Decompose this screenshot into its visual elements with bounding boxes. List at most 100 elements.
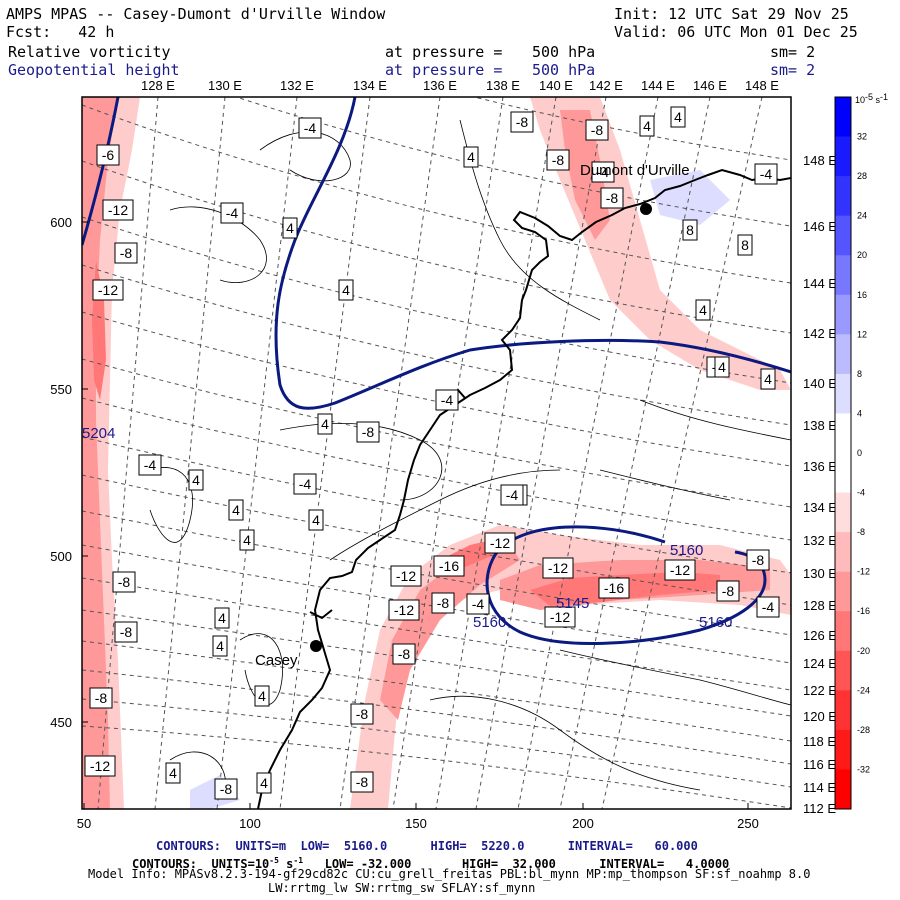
right-longitude-label: 138 E <box>803 418 837 433</box>
svg-text:-8: -8 <box>356 774 369 790</box>
vorticity-label: -4 <box>298 117 322 139</box>
vorticity-label: 4 <box>714 356 730 378</box>
top-longitude-label: 132 E <box>280 78 314 93</box>
right-longitude-label: 122 E <box>803 683 837 698</box>
right-longitude-label: 134 E <box>803 500 837 515</box>
x-axis: 50 100 150 200 250 <box>77 803 759 831</box>
vorticity-label: -12 <box>84 755 116 777</box>
vorticity-label: -8 <box>600 187 624 209</box>
colorbar-label: 4 <box>857 408 862 418</box>
height-label: 5160 <box>670 542 703 559</box>
field2-level-label: at pressure = <box>385 61 503 79</box>
colorbar-label: -16 <box>857 606 870 616</box>
height-label: 5160 <box>699 614 732 631</box>
colorbar-label: 12 <box>857 329 867 339</box>
svg-text:8: 8 <box>686 222 694 238</box>
right-longitude-label: 120 E <box>803 709 837 724</box>
y-tick-label: 550 <box>50 382 72 397</box>
svg-text:4: 4 <box>467 149 475 165</box>
casey-station-label: Casey <box>255 652 298 669</box>
svg-text:-12: -12 <box>90 758 110 774</box>
colorbar-segment <box>835 215 851 256</box>
vorticity-label: 4 <box>282 217 298 239</box>
svg-text:-4: -4 <box>760 166 773 182</box>
svg-text:-12: -12 <box>396 568 416 584</box>
height-contours <box>82 97 791 645</box>
vorticity-label: 4 <box>256 772 272 794</box>
svg-text:4: 4 <box>232 502 240 518</box>
svg-text:-4: -4 <box>441 392 454 408</box>
svg-text:4: 4 <box>312 512 320 528</box>
vorticity-label: -4 <box>756 596 780 618</box>
vorticity-label: -16 <box>598 577 630 599</box>
footer-height-contours: CONTOURS: UNITS=m LOW= 5160.0 HIGH= 5220… <box>156 839 698 853</box>
vorticity-labels: -4-6-12-8-12-4444-4-8-844-8-4884-44-8-4-… <box>84 106 780 800</box>
svg-text:8: 8 <box>741 237 749 253</box>
x-tick-label: 150 <box>405 816 427 831</box>
colorbar: 32 28 24 20 16 12 8 4 0 -4 -8 -12 -16 -20 -24 -28 -32 <box>834 96 870 810</box>
svg-text:4: 4 <box>260 775 268 791</box>
svg-text:4: 4 <box>169 765 177 781</box>
right-longitude-label: 146 E <box>803 219 837 234</box>
vorticity-label: -4 <box>754 163 778 185</box>
top-longitude-label: 134 E <box>353 78 387 93</box>
top-longitude-label: 146 E <box>693 78 727 93</box>
graticule <box>82 97 791 809</box>
top-longitude-label: 128 E <box>141 78 175 93</box>
colorbar-frame <box>834 96 852 810</box>
vorticity-label: -8 <box>89 687 113 709</box>
x-tick-label: 50 <box>77 816 91 831</box>
vorticity-label: -8 <box>431 592 455 614</box>
svg-text:-8: -8 <box>437 595 450 611</box>
colorbar-label: -4 <box>857 488 865 498</box>
svg-text:-4: -4 <box>472 596 485 612</box>
svg-text:-8: -8 <box>552 152 565 168</box>
vorticity-label: 4 <box>308 509 324 531</box>
svg-text:-4: -4 <box>304 120 317 136</box>
vorticity-label: -8 <box>114 242 138 264</box>
svg-text:-8: -8 <box>516 114 529 130</box>
svg-text:4: 4 <box>718 359 726 375</box>
top-longitude-label: 138 E <box>486 78 520 93</box>
svg-text:4: 4 <box>699 302 707 318</box>
svg-text:4: 4 <box>286 220 294 236</box>
colorbar-unit: 10-5 s-1 <box>855 92 888 105</box>
y-tick-label: 450 <box>50 715 72 730</box>
svg-text:-12: -12 <box>98 282 118 298</box>
svg-text:4: 4 <box>243 532 251 548</box>
vorticity-label: -8 <box>350 771 374 793</box>
meridian-line <box>475 97 607 809</box>
svg-text:4: 4 <box>643 118 651 134</box>
height-label: 5204 <box>82 425 115 442</box>
positive-vorticity-patch-ne <box>650 170 730 225</box>
parallel-line <box>82 311 791 467</box>
svg-text:-8: -8 <box>95 690 108 706</box>
meridian-line <box>392 97 504 809</box>
forecast-hour: Fcst: 42 h <box>6 23 115 41</box>
parallel-line <box>82 725 791 809</box>
svg-text:-8: -8 <box>606 190 619 206</box>
svg-text:-8: -8 <box>120 245 133 261</box>
vorticity-label: 8 <box>737 234 753 256</box>
vorticity-label: 4 <box>188 469 204 491</box>
vorticity-label: -4 <box>466 593 490 615</box>
parallel-line <box>82 160 791 334</box>
svg-text:4: 4 <box>321 416 329 432</box>
footer-model-info: Model Info: MPASv8.2.3-194-gf29cd82c CU:… <box>88 867 811 881</box>
svg-text:-12: -12 <box>548 560 568 576</box>
vorticity-label: -12 <box>542 557 574 579</box>
vorticity-label: -12 <box>390 565 422 587</box>
footer-physics-info: LW:rrtmg_lw SW:rrtmg_sw SFLAY:sf_mynn <box>268 881 536 895</box>
y-tick-label: 600 <box>50 215 72 230</box>
parallel-line <box>82 510 791 636</box>
svg-text:-8: -8 <box>591 122 604 138</box>
svg-text:-16: -16 <box>439 558 459 574</box>
colorbar-label: -12 <box>857 567 870 577</box>
colorbar-segment <box>835 532 851 573</box>
svg-text:-8: -8 <box>362 424 375 440</box>
vorticity-label: 4 <box>214 607 230 629</box>
vorticity-label: -8 <box>356 421 380 443</box>
colorbar-segment <box>835 176 851 217</box>
vorticity-label: -8 <box>716 580 740 602</box>
